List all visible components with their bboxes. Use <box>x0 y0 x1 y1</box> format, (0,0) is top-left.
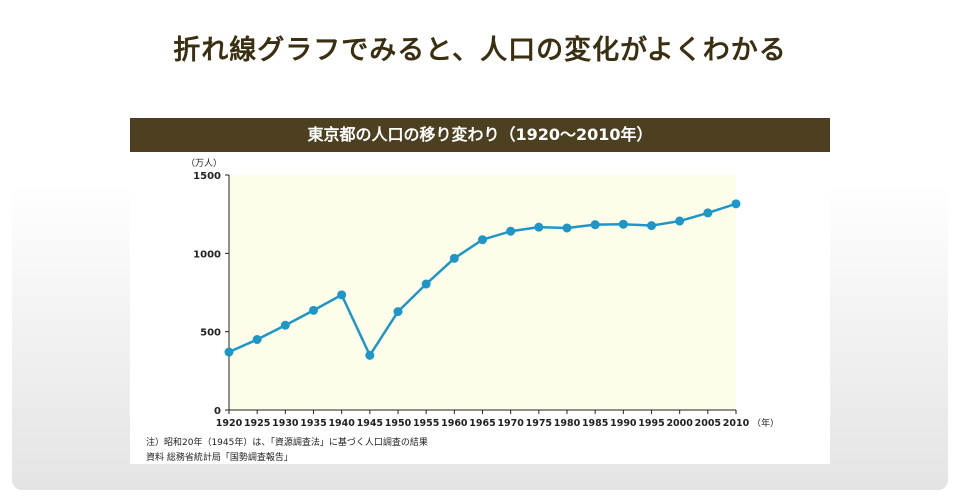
y-axis-label: （万人） <box>186 158 222 169</box>
x-tick-label: 1920 <box>216 418 243 429</box>
data-point <box>421 279 431 289</box>
data-point <box>252 335 262 344</box>
data-point <box>675 216 685 226</box>
x-tick-label: 1985 <box>582 418 608 429</box>
x-tick-label: 1925 <box>244 418 270 429</box>
data-point <box>703 208 713 218</box>
x-tick-label: 2000 <box>666 418 693 429</box>
x-tick-label: 2005 <box>695 418 721 429</box>
data-point <box>562 223 572 233</box>
x-tick-label: 1995 <box>638 418 664 429</box>
data-point <box>449 253 459 263</box>
x-tick-label: 1935 <box>300 418 326 429</box>
x-tick-label: 1950 <box>385 418 412 429</box>
data-point <box>365 350 375 360</box>
data-point <box>224 347 234 357</box>
x-tick-label: 1990 <box>610 418 637 429</box>
data-point <box>618 219 628 229</box>
data-point <box>337 290 347 300</box>
source-note: 資料 総務省統計局「国勢調査報告」 <box>146 453 293 463</box>
data-point <box>590 220 600 230</box>
x-tick-label: 1975 <box>526 418 552 429</box>
x-tick-label: 1940 <box>328 418 355 429</box>
data-point <box>309 305 318 315</box>
plot-area <box>229 175 736 410</box>
y-tick-label: 0 <box>214 406 221 417</box>
x-tick-label: 1945 <box>357 418 383 429</box>
x-axis-label: （年） <box>752 417 779 429</box>
y-tick-label: 1000 <box>193 249 221 260</box>
data-point <box>506 226 516 236</box>
chart-title: 東京都の人口の移り変わり（1920〜2010年） <box>130 118 830 152</box>
footnote: 注）昭和20年（1945年）は、「資源調査法」に基づく人口調査の結果 <box>146 438 428 448</box>
data-point <box>393 307 403 317</box>
y-tick-label: 500 <box>200 328 221 339</box>
data-point <box>478 235 487 245</box>
x-tick-label: 1980 <box>554 418 581 429</box>
y-tick-label: 1500 <box>193 171 221 182</box>
data-point <box>280 320 290 330</box>
x-tick-label: 1970 <box>497 418 524 429</box>
x-tick-label: 1965 <box>469 418 495 429</box>
page-title: 折れ線グラフでみると、人口の変化がよくわかる <box>173 35 787 66</box>
x-tick-label: 1960 <box>441 418 468 429</box>
x-tick-label: 1955 <box>413 418 439 429</box>
x-tick-label: 1930 <box>272 418 299 429</box>
data-point <box>731 199 741 209</box>
data-point <box>534 222 544 232</box>
x-tick-label: 2010 <box>723 418 750 429</box>
data-point <box>647 221 656 231</box>
